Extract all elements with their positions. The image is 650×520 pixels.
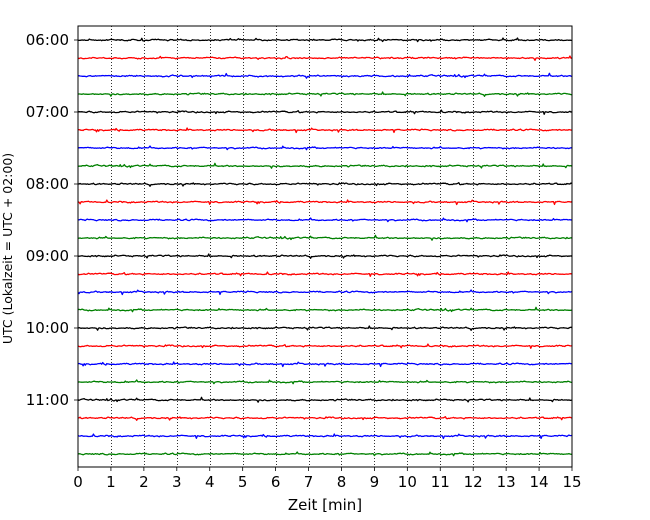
trace-0630 <box>77 72 573 79</box>
y-tick-label: 10:00 <box>26 319 69 337</box>
trace-0945 <box>77 306 573 313</box>
trace-0615 <box>77 55 573 61</box>
trace-0730 <box>77 145 573 151</box>
y-axis-label: UTC (Lokalzeit = UTC + 02:00) <box>0 153 15 344</box>
y-tick-label: 08:00 <box>26 175 69 193</box>
trace-0830 <box>77 217 573 223</box>
trace-1130 <box>77 433 573 440</box>
x-tick-label: 14 <box>530 473 549 491</box>
trace-0745 <box>77 162 573 169</box>
trace-1030 <box>77 361 573 368</box>
trace-0845 <box>77 234 573 241</box>
x-tick-label: 15 <box>562 473 581 491</box>
y-tick-label: 06:00 <box>26 31 69 49</box>
trace-0645 <box>78 91 573 97</box>
trace-1145 <box>78 451 573 457</box>
trace-0815 <box>77 199 573 206</box>
trace-0600 <box>77 37 573 43</box>
trace-1045 <box>77 379 573 385</box>
x-tick-label: 7 <box>304 473 314 491</box>
x-tick-label: 13 <box>497 473 516 491</box>
y-tick-label: 07:00 <box>26 103 69 121</box>
x-tick-label: 2 <box>139 473 149 491</box>
plot-frame <box>77 25 573 468</box>
trace-0715 <box>77 127 573 134</box>
trace-0900 <box>77 253 573 259</box>
trace-0930 <box>77 289 573 296</box>
x-tick-label: 3 <box>172 473 182 491</box>
trace-1115 <box>77 416 573 421</box>
trace-1000 <box>77 325 573 331</box>
x-tick-label: 11 <box>431 473 450 491</box>
trace-0700 <box>77 109 573 115</box>
traces <box>77 37 573 457</box>
x-tick-label: 9 <box>370 473 380 491</box>
x-tick-label: 0 <box>73 473 83 491</box>
x-tick-label: 6 <box>271 473 281 491</box>
x-axis-label: Zeit [min] <box>288 496 362 514</box>
x-tick-label: 12 <box>464 473 483 491</box>
x-tick-label: 1 <box>106 473 116 491</box>
x-tick-label: 5 <box>238 473 248 491</box>
trace-0800 <box>77 182 573 187</box>
x-tick-label: 8 <box>337 473 347 491</box>
trace-1015 <box>77 343 572 349</box>
y-tick-label: 11:00 <box>26 391 69 409</box>
y-axis: 06:00 07:00 08:00 09:00 10:00 11:00 <box>26 31 78 409</box>
x-axis: 0 1 2 3 4 5 6 7 8 9 10 11 12 13 14 15 <box>73 467 582 491</box>
trace-0915 <box>77 271 573 277</box>
x-tick-label: 10 <box>398 473 417 491</box>
trace-1100 <box>77 396 573 403</box>
x-tick-label: 4 <box>205 473 215 491</box>
y-tick-label: 09:00 <box>26 247 69 265</box>
